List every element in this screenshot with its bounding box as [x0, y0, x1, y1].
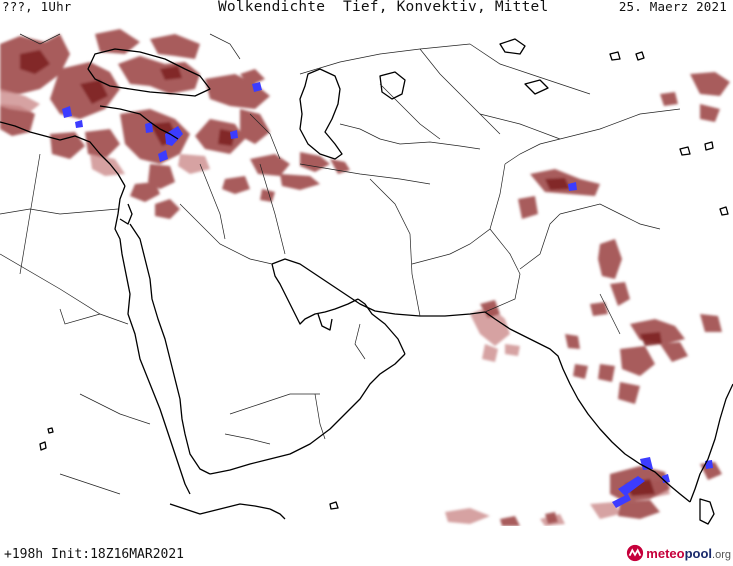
- cloud-density-map: [0, 29, 733, 526]
- country-borders: [0, 33, 681, 495]
- meteopool-logo-link[interactable]: meteopool.org: [626, 542, 731, 564]
- cloud-cover-layer: [0, 29, 730, 526]
- coastlines: [0, 38, 733, 525]
- map-title: Wolkendichte Tief, Konvektiv, Mittel: [218, 0, 549, 15]
- meteopool-logo-text: meteopool.org: [646, 545, 731, 561]
- meteopool-logo-icon: [627, 544, 644, 562]
- forecast-date: 25. Maerz 2021: [618, 0, 727, 14]
- forecast-time-label: ???, 1Uhr: [2, 0, 72, 14]
- model-run-info: +198h Init:18Z16MAR2021: [4, 547, 185, 562]
